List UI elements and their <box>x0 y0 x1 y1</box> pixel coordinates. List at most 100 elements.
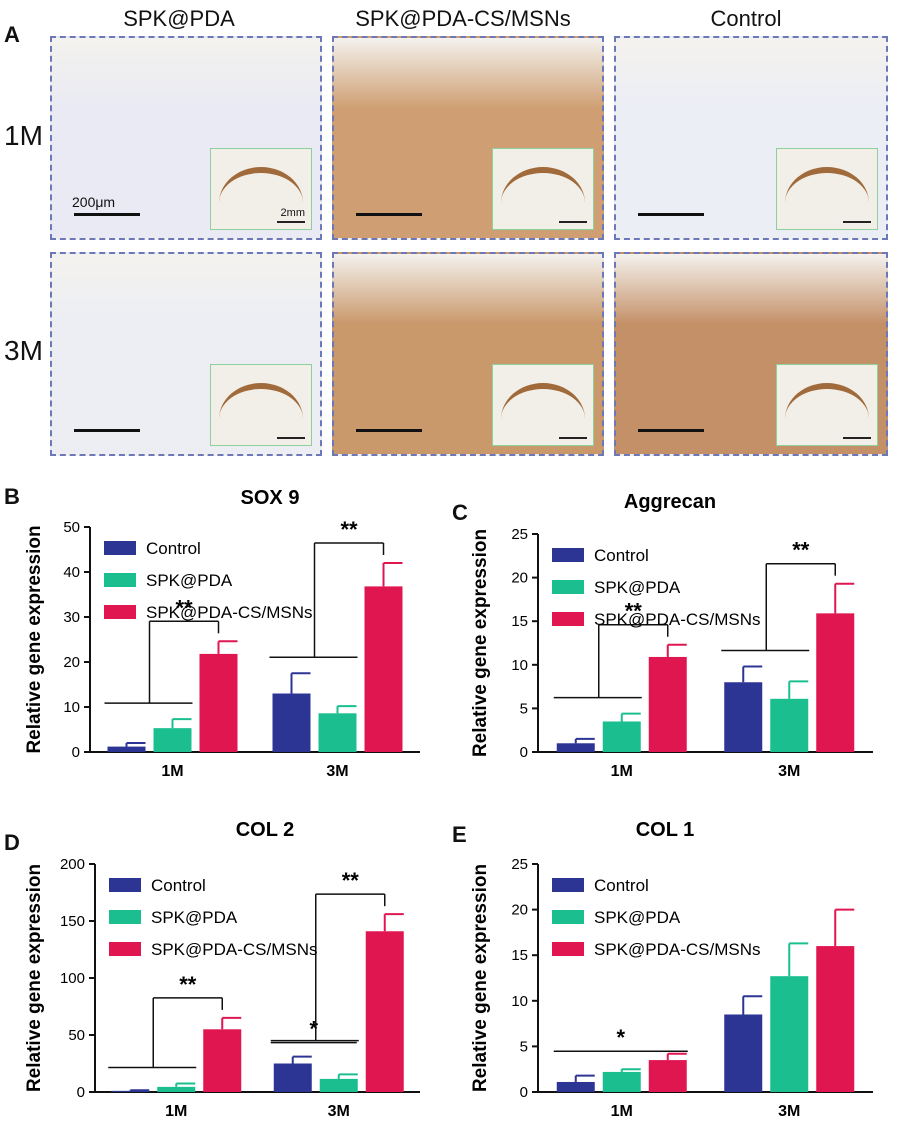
x-tick-label: 1M <box>165 1103 187 1120</box>
scale-bar <box>74 429 140 432</box>
bar-sox-9-3m-0 <box>272 693 311 752</box>
inset-cartilage-arc <box>501 383 585 419</box>
chart-title: Aggrecan <box>624 491 716 513</box>
chart-aggrecan: Aggrecan Relative gene expression 0 5 10 15 20… <box>470 491 873 780</box>
column-title-spk-pda-cs-msns: SPK@PDA-CS/MSNs <box>355 6 571 31</box>
legend-swatch <box>109 942 141 956</box>
legend-swatch <box>104 541 136 555</box>
chart-col2: COL 2 Relative gene expression 0 50 100 150 20… <box>24 819 420 1120</box>
x-tick-label: 1M <box>161 763 183 780</box>
y-axis-label: Relative gene expression <box>470 864 491 1092</box>
inset-scale-bar <box>277 437 305 439</box>
inset-overview <box>776 364 878 446</box>
bar-col-2-3m-1 <box>319 1078 358 1092</box>
bar-col-1-1m-2 <box>648 1060 687 1092</box>
legend-swatch <box>552 580 584 594</box>
row-label-3m: 3M <box>4 335 43 366</box>
bar-sox-9-1m-0 <box>107 746 146 752</box>
significance-marker: ** <box>342 868 360 893</box>
scale-bar <box>74 213 140 216</box>
micrograph-spk-pda-3m <box>50 252 322 456</box>
inset-scale-bar <box>843 437 871 439</box>
y-tick-label: 150 <box>60 913 85 930</box>
x-tick-label: 1M <box>611 1103 633 1120</box>
panel-letter-b: B <box>4 484 20 509</box>
significance-marker: ** <box>175 595 193 620</box>
bar-sox-9-1m-2 <box>199 653 238 752</box>
y-tick-label: 50 <box>68 1027 85 1044</box>
y-tick-label: 200 <box>60 856 85 873</box>
scale-bar <box>356 429 422 432</box>
column-title-control: Control <box>710 6 782 31</box>
legend-label: SPK@PDA <box>594 578 681 597</box>
legend-label: SPK@PDA-CS/MSNs <box>594 610 761 629</box>
row-label-1m: 1M <box>4 120 43 151</box>
y-tick-label: 0 <box>72 744 80 761</box>
y-tick-label: 30 <box>63 609 80 626</box>
x-tick-label: 3M <box>328 1103 350 1120</box>
y-tick-label: 5 <box>520 700 528 717</box>
significance-marker: ** <box>340 517 358 542</box>
bar-col-1-3m-2 <box>816 946 855 1092</box>
inset-scale-label: 2mm <box>280 207 305 219</box>
inset-scale-bar <box>277 221 305 223</box>
significance-marker: ** <box>179 972 197 997</box>
chart-col1: COL 1 Relative gene expression 0 5 10 15 20 25 1… <box>470 819 873 1120</box>
inset-cartilage-arc <box>501 167 585 203</box>
bar-col-1-3m-1 <box>770 976 809 1092</box>
x-tick-label: 3M <box>326 763 348 780</box>
x-tick-label: 3M <box>778 1103 800 1120</box>
scale-bar <box>638 429 704 432</box>
bar-aggrecan-3m-2 <box>816 613 855 752</box>
legend-label: SPK@PDA <box>151 908 238 927</box>
y-tick-label: 0 <box>77 1084 85 1101</box>
inset-cartilage-arc <box>219 167 303 203</box>
bar-col-2-1m-2 <box>203 1029 242 1092</box>
micrograph-control-1m <box>614 36 888 240</box>
y-tick-label: 50 <box>63 519 80 536</box>
panel-letter-d: D <box>4 830 20 855</box>
micrograph-spk-pda-cs-msns-1m <box>332 36 604 240</box>
legend-swatch <box>552 910 584 924</box>
inset-cartilage-arc <box>785 383 869 419</box>
x-tick-label: 1M <box>611 763 633 780</box>
y-tick-label: 20 <box>511 902 528 919</box>
inset-overview <box>492 364 594 446</box>
inset-overview: 2mm <box>210 148 312 230</box>
panel-letter-a: A <box>4 22 20 47</box>
bar-col-2-3m-2 <box>365 931 404 1092</box>
significance-marker: * <box>309 1017 318 1042</box>
legend-label: Control <box>594 546 649 565</box>
scale-bar-label: 200μm <box>72 194 116 210</box>
y-tick-label: 10 <box>511 657 528 674</box>
legend-label: SPK@PDA-CS/MSNs <box>594 940 761 959</box>
y-tick-label: 10 <box>511 993 528 1010</box>
micrograph-spk-pda-1m: 200μm 2mm <box>50 36 322 240</box>
micrograph-control-3m <box>614 252 888 456</box>
bar-col-1-3m-0 <box>724 1014 763 1092</box>
y-tick-label: 15 <box>511 947 528 964</box>
panel-letter-e: E <box>452 822 467 847</box>
y-tick-label: 10 <box>63 699 80 716</box>
y-tick-label: 0 <box>520 1084 528 1101</box>
inset-scale-bar <box>843 221 871 223</box>
bar-sox-9-3m-1 <box>318 713 357 752</box>
y-tick-label: 20 <box>63 654 80 671</box>
y-axis-label: Relative gene expression <box>470 529 491 757</box>
inset-overview <box>492 148 594 230</box>
x-tick-label: 3M <box>778 763 800 780</box>
legend-label: SPK@PDA <box>146 571 233 590</box>
legend-label: SPK@PDA-CS/MSNs <box>146 603 313 622</box>
significance-marker: ** <box>625 599 643 624</box>
bar-aggrecan-1m-1 <box>602 721 641 752</box>
y-tick-label: 0 <box>520 744 528 761</box>
legend-swatch <box>552 612 584 626</box>
inset-scale-bar <box>559 221 587 223</box>
legend-swatch <box>109 878 141 892</box>
legend-swatch <box>552 878 584 892</box>
bar-sox-9-3m-2 <box>364 586 403 752</box>
legend-swatch <box>104 573 136 587</box>
scale-bar <box>638 213 704 216</box>
chart-title: COL 1 <box>636 819 695 841</box>
bar-col-2-1m-1 <box>157 1086 196 1092</box>
